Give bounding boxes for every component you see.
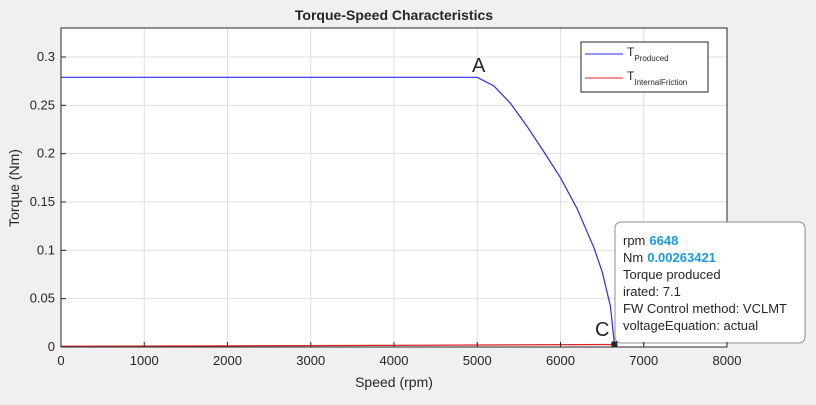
- datatip-row: Torque produced: [623, 267, 721, 282]
- x-tick-label: 1000: [130, 353, 159, 368]
- series-line: [61, 76, 616, 345]
- legend: TProduced TInternalFriction: [580, 41, 709, 93]
- legend-label: T: [627, 45, 635, 59]
- x-tick-label: 3000: [296, 353, 325, 368]
- x-tick-label: 5000: [463, 353, 492, 368]
- legend-subscript: InternalFriction: [634, 78, 687, 87]
- y-tick-label: 0.15: [30, 194, 55, 209]
- legend-subscript: Produced: [634, 54, 668, 63]
- y-tick-label: 0.1: [37, 242, 55, 257]
- y-tick-label: 0.2: [37, 146, 55, 161]
- y-tick-label: 0.05: [30, 291, 55, 306]
- datatip-label: Nm: [623, 250, 643, 265]
- y-tick-label: 0.3: [37, 49, 55, 64]
- datatip-row: rpm 6648: [623, 233, 678, 248]
- datatip-label: rpm: [623, 233, 645, 248]
- legend-entry: TInternalFriction: [627, 69, 687, 87]
- datatip-row: FW Control method: VCLMT: [623, 301, 787, 316]
- datatip-value: 6648: [649, 233, 678, 248]
- legend-label: T: [627, 69, 635, 83]
- chart-title: Torque-Speed Characteristics: [295, 7, 493, 23]
- datatip-value: 0.00263421: [647, 250, 716, 265]
- datatip-marker: [611, 341, 618, 348]
- x-tick-label: 2000: [213, 353, 242, 368]
- legend-entry: TProduced: [627, 45, 669, 63]
- x-axis-label: Speed (rpm): [355, 374, 433, 390]
- x-tick-label: 7000: [629, 353, 658, 368]
- y-tick-label: 0: [48, 339, 55, 354]
- x-tick-label: 0: [57, 353, 64, 368]
- annotation: C: [595, 319, 609, 341]
- x-tick-label: 4000: [380, 353, 409, 368]
- datatip-box: [614, 221, 806, 344]
- annotation: A: [472, 55, 486, 77]
- datatip-marker-group: [611, 341, 618, 348]
- x-tick-label: 8000: [713, 353, 742, 368]
- datatip-row: voltageEquation: actual: [623, 318, 758, 333]
- legend-box: [580, 41, 709, 93]
- datatip[interactable]: rpm 6648 Nm 0.00263421 Torque produced ira…: [614, 221, 806, 344]
- y-axis-label: Torque (Nm): [6, 149, 22, 227]
- y-tick-label: 0.25: [30, 97, 55, 112]
- x-tick-label: 6000: [546, 353, 575, 368]
- datatip-row: Nm 0.00263421: [623, 250, 716, 265]
- datatip-row: irated: 7.1: [623, 284, 681, 299]
